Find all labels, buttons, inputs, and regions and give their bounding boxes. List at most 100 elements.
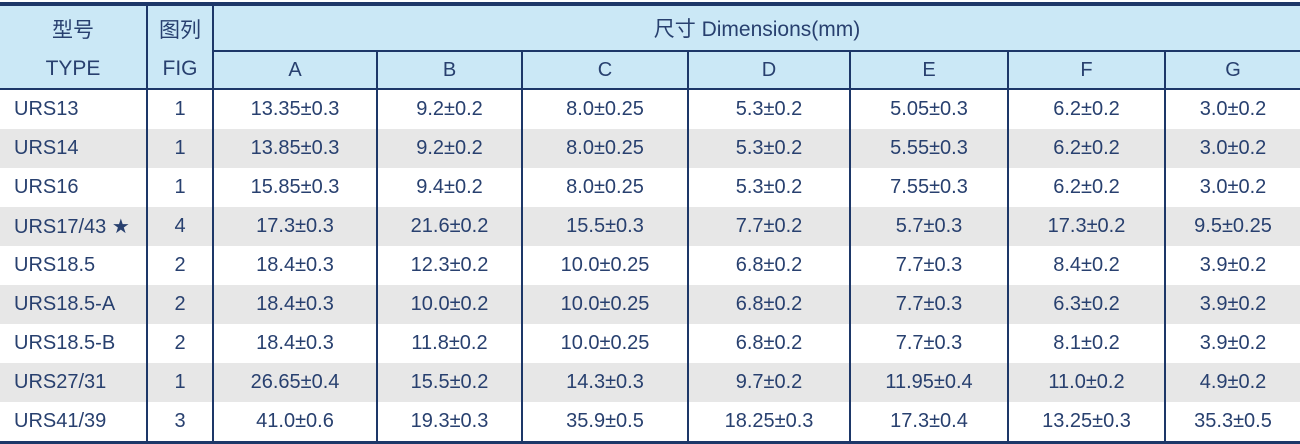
dim-cell-B: 9.2±0.2 — [376, 129, 522, 168]
dim-cell-F: 13.25±0.3 — [1007, 402, 1165, 443]
dimensions-group-header: 尺寸 Dimensions(mm) — [211, 4, 1300, 52]
table-row: URS13 1 13.35±0.3 9.2±0.2 8.0±0.25 5.3±0.2 5.0… — [0, 89, 1300, 129]
dim-cell-F: 6.2±0.2 — [1007, 168, 1165, 207]
table-row: URS14 1 13.85±0.3 9.2±0.2 8.0±0.25 5.3±0.2 5.5… — [0, 129, 1300, 168]
type-cell: URS18.5-B — [14, 332, 116, 354]
dim-cell-C: 10.0±0.25 — [521, 324, 688, 363]
dim-cell-B: 9.4±0.2 — [376, 168, 522, 207]
fig-cell: 1 — [146, 129, 213, 168]
table-row: URS17/43 ★ 4 17.3±0.3 21.6±0.2 15.5±0.3 7.7±0… — [0, 207, 1300, 246]
fig-cell: 1 — [146, 89, 213, 129]
table-header: 型号 TYPE 图列 FIG 尺寸 Dimensions(mm) A B C D… — [0, 4, 1300, 89]
dim-cell-D: 5.3±0.2 — [687, 89, 850, 129]
dim-cell-G: 4.9±0.2 — [1163, 363, 1300, 402]
dim-cell-C: 8.0±0.25 — [521, 168, 688, 207]
dim-cell-D: 18.25±0.3 — [687, 402, 850, 443]
dim-cell-A: 13.85±0.3 — [212, 129, 377, 168]
fig-cell: 1 — [146, 363, 213, 402]
dim-cell-A: 17.3±0.3 — [212, 207, 377, 246]
fig-cell: 1 — [146, 168, 213, 207]
dim-cell-D: 7.7±0.2 — [687, 207, 850, 246]
header-row-letters: A B C D E F G — [0, 51, 1300, 89]
table-row: URS27/31 1 26.65±0.4 15.5±0.2 14.3±0.3 9.7±0.… — [0, 363, 1300, 402]
dim-cell-D: 5.3±0.2 — [687, 129, 850, 168]
fig-cell: 4 — [146, 207, 213, 246]
dim-cell-F: 8.4±0.2 — [1007, 246, 1165, 285]
dim-cell-E: 5.7±0.3 — [849, 207, 1008, 246]
dim-cell-A: 15.85±0.3 — [212, 168, 377, 207]
table-row: URS18.5-A 2 18.4±0.3 10.0±0.2 10.0±0.25 6.8±0… — [0, 285, 1300, 324]
dim-cell-D: 5.3±0.2 — [687, 168, 850, 207]
dim-cell-E: 17.3±0.4 — [849, 402, 1008, 443]
type-cell: URS27/31 — [0, 363, 147, 402]
column-header-A: A — [212, 51, 377, 89]
dim-cell-G: 3.9±0.2 — [1163, 246, 1300, 285]
dim-cell-F: 6.3±0.2 — [1007, 285, 1165, 324]
dim-cell-E: 5.55±0.3 — [849, 129, 1008, 168]
type-cell: URS13 — [14, 98, 79, 120]
dim-cell-G: 3.9±0.2 — [1163, 285, 1300, 324]
dim-cell-B: 19.3±0.3 — [376, 402, 522, 443]
dim-cell-E: 7.7±0.3 — [849, 324, 1008, 363]
dim-cell-C: 10.0±0.25 — [521, 285, 688, 324]
fig-column-header: 图列 FIG — [146, 4, 213, 89]
dim-cell-E: 7.55±0.3 — [849, 168, 1008, 207]
fig-cell: 2 — [146, 285, 213, 324]
dim-cell-G: 9.5±0.25 — [1163, 207, 1300, 246]
dim-cell-A: 18.4±0.3 — [212, 246, 377, 285]
type-cell: URS17/43 ★ — [0, 207, 147, 246]
dim-cell-A: 18.4±0.3 — [212, 285, 377, 324]
dim-cell-C: 15.5±0.3 — [521, 207, 688, 246]
fig-header-en: FIG — [162, 57, 198, 80]
dim-cell-E: 7.7±0.3 — [849, 246, 1008, 285]
type-cell: URS18.5-A — [0, 285, 147, 324]
column-header-G: G — [1163, 51, 1300, 89]
type-cell: URS14 — [0, 129, 147, 168]
dim-cell-B: 9.2±0.2 — [376, 89, 522, 129]
table-row: URS16 1 15.85±0.3 9.4±0.2 8.0±0.25 5.3±0.2 7.5… — [0, 168, 1300, 207]
table-body: URS13 1 13.35±0.3 9.2±0.2 8.0±0.25 5.3±0.2 5.0… — [0, 89, 1300, 443]
dim-cell-A: 41.0±0.6 — [212, 402, 377, 443]
dim-cell-B: 15.5±0.2 — [376, 363, 522, 402]
dim-cell-D: 9.7±0.2 — [687, 363, 850, 402]
dim-cell-G: 3.0±0.2 — [1163, 129, 1300, 168]
dim-cell-D: 6.8±0.2 — [687, 246, 850, 285]
dim-cell-F: 6.2±0.2 — [1007, 89, 1165, 129]
type-cell: URS41/39 — [14, 410, 107, 432]
type-cell: URS16 — [14, 176, 79, 198]
fig-cell: 2 — [146, 324, 213, 363]
dim-cell-F: 8.1±0.2 — [1007, 324, 1165, 363]
column-header-C: C — [521, 51, 688, 89]
dim-cell-C: 35.9±0.5 — [521, 402, 688, 443]
dim-cell-A: 18.4±0.3 — [212, 324, 377, 363]
dim-cell-G: 3.0±0.2 — [1163, 168, 1300, 207]
dim-cell-D: 6.8±0.2 — [687, 324, 850, 363]
dim-cell-C: 10.0±0.25 — [521, 246, 688, 285]
dim-cell-C: 8.0±0.25 — [521, 129, 688, 168]
dim-cell-G: 35.3±0.5 — [1163, 402, 1300, 443]
fig-cell: 2 — [146, 246, 213, 285]
fig-header-cn: 图列 — [159, 19, 201, 42]
dim-cell-F: 11.0±0.2 — [1007, 363, 1165, 402]
table-row: URS18.5-B 2 18.4±0.3 11.8±0.2 10.0±0.25 6.8±0… — [0, 324, 1300, 363]
dim-cell-F: 6.2±0.2 — [1007, 129, 1165, 168]
dim-cell-D: 6.8±0.2 — [687, 285, 850, 324]
type-header-en: TYPE — [45, 57, 101, 80]
dim-cell-E: 11.95±0.4 — [849, 363, 1008, 402]
fig-cell: 3 — [146, 402, 213, 443]
dim-cell-G: 3.9±0.2 — [1163, 324, 1300, 363]
type-cell: URS18.5 — [14, 254, 96, 276]
dim-cell-E: 5.05±0.3 — [849, 89, 1008, 129]
column-header-B: B — [376, 51, 522, 89]
type-header-cn: 型号 — [52, 19, 94, 42]
dim-cell-A: 13.35±0.3 — [212, 89, 377, 129]
dim-cell-B: 21.6±0.2 — [376, 207, 522, 246]
dim-cell-B: 10.0±0.2 — [376, 285, 522, 324]
column-header-D: D — [687, 51, 850, 89]
dim-cell-G: 3.0±0.2 — [1163, 89, 1300, 129]
dim-cell-A: 26.65±0.4 — [212, 363, 377, 402]
dim-cell-E: 7.7±0.3 — [849, 285, 1008, 324]
header-row-top: 型号 TYPE 图列 FIG 尺寸 Dimensions(mm) — [0, 4, 1300, 89]
